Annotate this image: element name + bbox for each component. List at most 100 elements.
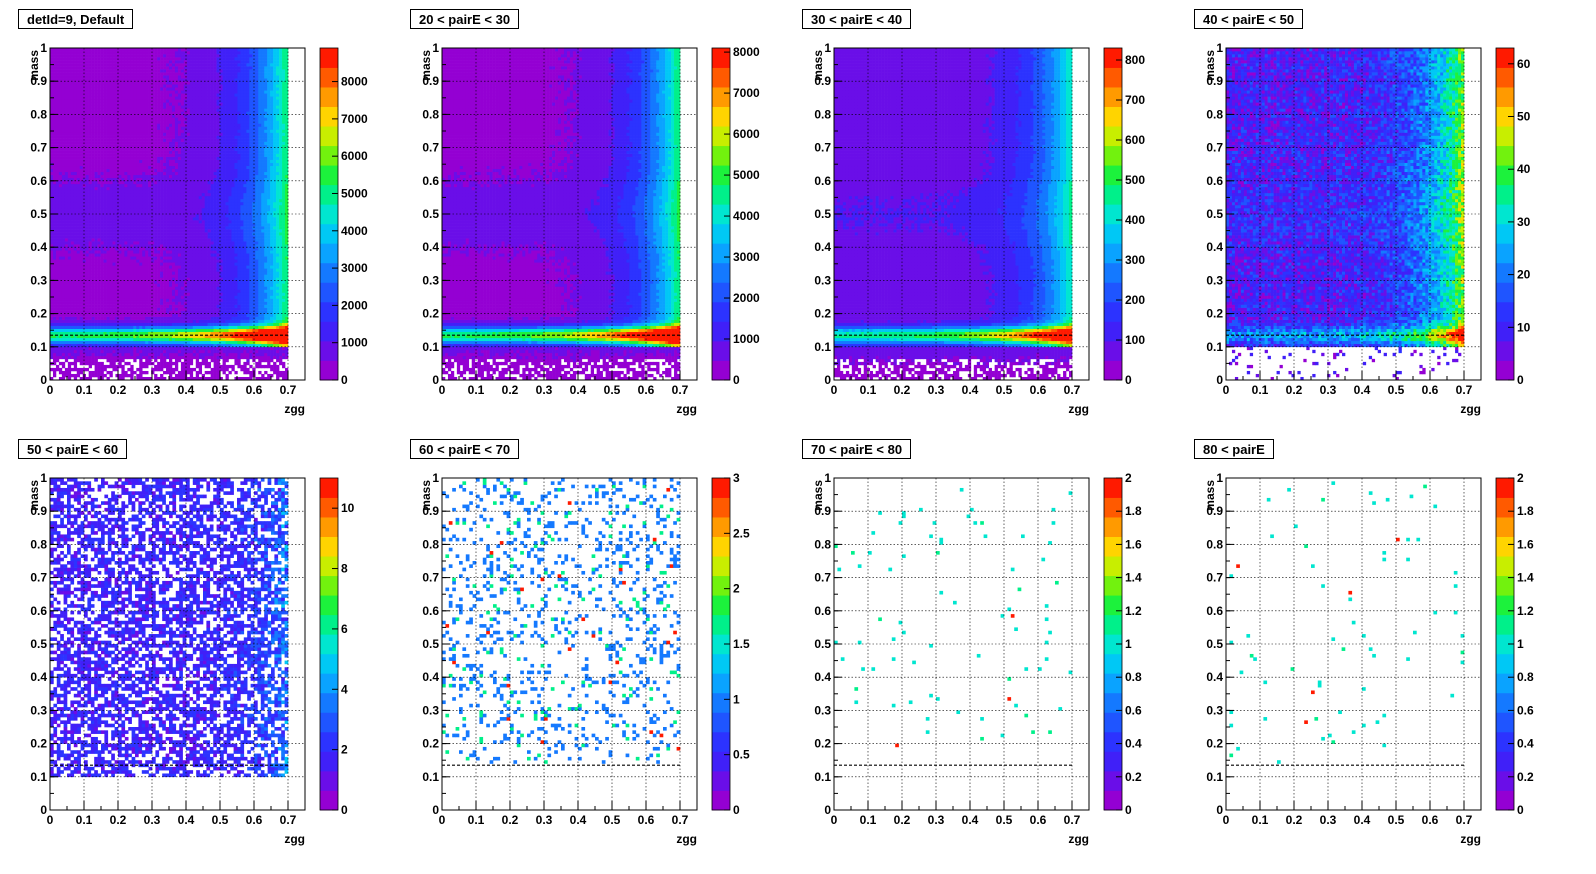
heatmap-cell — [183, 96, 188, 100]
heatmap-cell — [139, 295, 143, 299]
heatmap-cell — [64, 367, 69, 372]
heatmap-cell — [79, 298, 84, 302]
heatmap-cell — [73, 283, 78, 287]
heatmap-cell — [174, 340, 179, 345]
heatmap-cell — [139, 54, 143, 58]
heatmap-cell — [82, 84, 86, 88]
heatmap-cell — [127, 183, 131, 188]
heatmap-cell — [166, 90, 170, 94]
heatmap-cell — [64, 75, 69, 79]
heatmap-cell — [121, 298, 125, 302]
heatmap-cell — [154, 280, 158, 284]
heatmap-cell — [177, 72, 182, 76]
heatmap-cell — [148, 132, 152, 136]
heatmap-cell — [64, 51, 69, 55]
heatmap-cell — [136, 214, 140, 218]
heatmap-cell — [103, 207, 107, 212]
heatmap-cell — [55, 48, 60, 52]
heatmap-cell — [180, 301, 185, 305]
heatmap-cell — [166, 171, 170, 176]
heatmap-cell — [91, 183, 95, 188]
heatmap-cell — [151, 232, 155, 236]
heatmap-cell — [109, 171, 113, 176]
heatmap-cell — [160, 349, 164, 354]
heatmap-cell — [91, 259, 95, 263]
heatmap-cell — [52, 138, 57, 142]
heatmap-cell — [121, 159, 125, 163]
heatmap-cell — [94, 301, 98, 305]
heatmap-cell — [130, 84, 134, 88]
heatmap-cell — [169, 310, 173, 314]
heatmap-cell — [64, 129, 69, 133]
heatmap-cell — [50, 72, 54, 76]
heatmap-cell — [127, 334, 131, 339]
heatmap-cell — [112, 319, 116, 323]
heatmap-cell — [121, 214, 125, 218]
heatmap-cell — [97, 120, 101, 124]
heatmap-cell — [139, 78, 143, 82]
heatmap-cell — [121, 241, 125, 245]
heatmap-cell — [130, 253, 134, 257]
heatmap-cell — [154, 247, 158, 251]
heatmap-cell — [70, 310, 75, 314]
heatmap-cell — [64, 241, 69, 245]
heatmap-cell — [88, 292, 92, 296]
heatmap-cell — [106, 96, 110, 100]
heatmap-cell — [85, 192, 89, 197]
heatmap-cell — [157, 298, 161, 302]
heatmap-cell — [148, 214, 152, 218]
heatmap-cell — [103, 60, 107, 64]
heatmap-cell — [79, 63, 84, 67]
heatmap-cell — [64, 126, 69, 130]
heatmap-cell — [73, 60, 78, 64]
heatmap-cell — [183, 322, 188, 326]
heatmap-cell — [115, 63, 119, 67]
heatmap-cell — [70, 165, 75, 170]
heatmap-cell — [70, 217, 75, 221]
heatmap-cell — [67, 204, 72, 209]
heatmap-cell — [160, 355, 164, 360]
heatmap-cell — [58, 295, 63, 299]
heatmap-cell — [148, 165, 152, 170]
heatmap-cell — [130, 280, 134, 284]
heatmap-cell — [94, 328, 98, 333]
heatmap-cell — [121, 316, 125, 320]
heatmap-cell — [124, 48, 128, 52]
heatmap-cell — [133, 192, 137, 197]
heatmap-cell — [124, 201, 128, 206]
heatmap-cell — [118, 223, 122, 227]
heatmap-cell — [109, 123, 113, 127]
heatmap-cell — [121, 376, 125, 381]
heatmap-cell — [166, 138, 170, 142]
heatmap-cell — [151, 340, 155, 345]
heatmap-cell — [52, 195, 57, 200]
heatmap-cell — [121, 135, 125, 139]
heatmap-cell — [58, 319, 63, 323]
heatmap-cell — [115, 274, 119, 278]
heatmap-cell — [145, 256, 149, 260]
heatmap-cell — [109, 168, 113, 173]
heatmap-cell — [109, 126, 113, 130]
heatmap-cell — [70, 174, 75, 179]
heatmap-cell — [154, 153, 158, 157]
heatmap-cell — [169, 259, 173, 263]
heatmap-cell — [106, 265, 110, 269]
heatmap-cell — [133, 316, 137, 320]
heatmap-cell — [145, 129, 149, 133]
heatmap-cell — [133, 283, 137, 287]
heatmap-cell — [180, 346, 185, 351]
heatmap-cell — [171, 123, 176, 127]
heatmap-cell — [88, 328, 92, 333]
heatmap-cell — [133, 117, 137, 121]
heatmap-cell — [88, 162, 92, 167]
heatmap-cell — [133, 132, 137, 136]
heatmap-cell — [91, 355, 95, 360]
heatmap-cell — [88, 226, 92, 230]
heatmap-cell — [106, 135, 110, 139]
heatmap-cell — [148, 262, 152, 266]
heatmap-cell — [183, 201, 188, 206]
heatmap-cell — [58, 120, 63, 124]
heatmap-cell — [177, 280, 182, 284]
heatmap-cell — [106, 147, 110, 151]
heatmap-cell — [154, 298, 158, 302]
